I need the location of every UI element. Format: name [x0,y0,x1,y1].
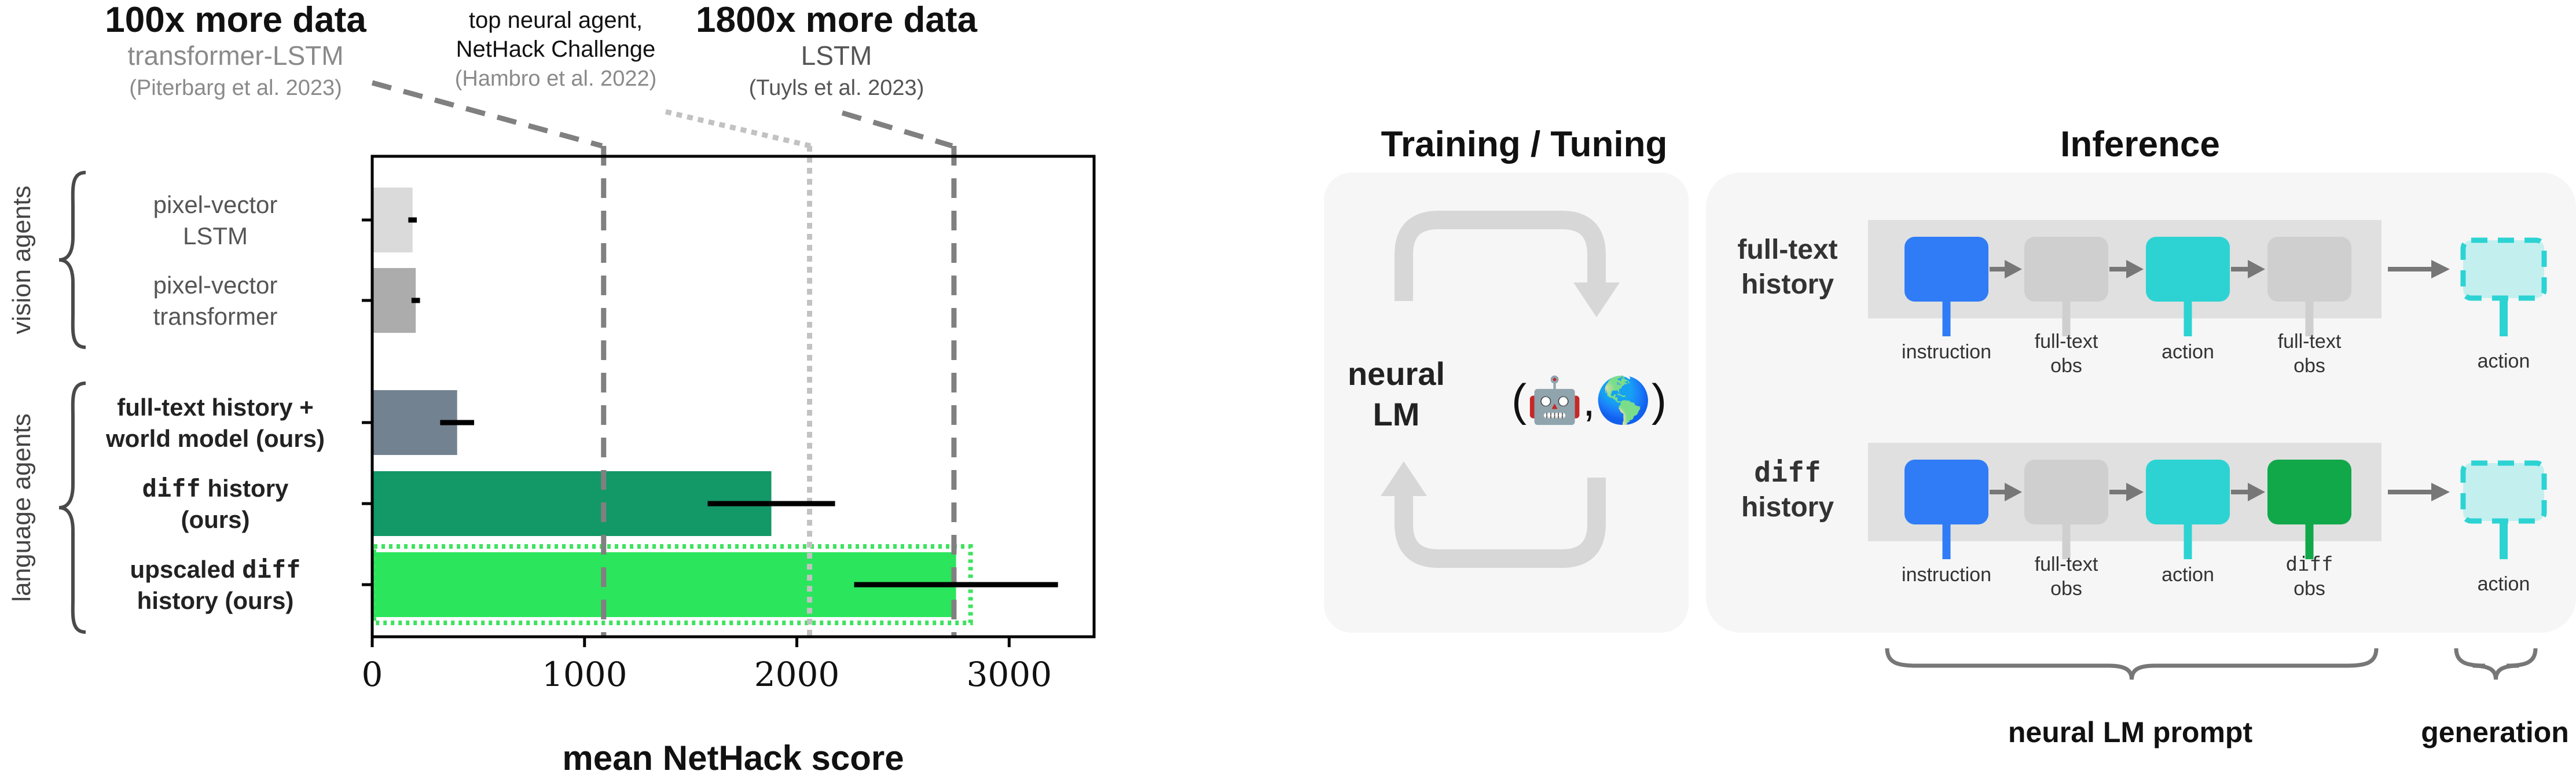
output-label-0: action [2478,350,2530,372]
output-arrowhead-0 [2431,260,2450,278]
step-stem-1-1 [2062,524,2071,559]
step-stem-0-1 [2062,302,2071,336]
output-stem-1 [2500,521,2508,559]
step-label-0-0: instruction [1902,341,1991,363]
bar-label-line2-4: history (ours) [137,587,294,614]
bar-label-line2-1: transformer [153,303,278,330]
brace-language-agents [58,381,86,634]
annotation-model-2: LSTM [801,41,872,71]
step-box-0-0 [1905,237,1988,302]
bar-label-line1-2: full-text history + [117,394,314,421]
step-label-line1-1-3: diff [2286,553,2333,576]
step-stem-1-3 [2305,524,2314,559]
step-arrowhead-1-1 [2126,483,2144,501]
connector-1 [665,109,812,149]
step-arrowhead-1-0 [2005,483,2022,501]
annotation-model2-1: NetHack Challenge [456,36,656,62]
x-tick-label-2: 2000 [754,655,840,694]
loop-arrowhead-bottom [1381,461,1427,496]
step-arrowhead-0-2 [2248,260,2265,278]
annotation-model-0: transformer-LSTM [127,41,343,71]
output-box-0 [2460,237,2547,301]
output-label-1: action [2478,573,2530,595]
prompt-brace-label: neural LM prompt [2008,716,2253,748]
step-box-0-1 [2024,237,2108,302]
inference-diagram: Training / Tuning Inference neural LM (🤖,🌎) f… [1324,124,2576,748]
annotation-model-1: top neural agent, [469,8,643,33]
annotation-citation-2: (Tuyls et al. 2023) [749,76,924,100]
step-label-line2-1-3: obs [2294,578,2325,600]
generation-brace-label: generation [2421,716,2569,748]
group-label-1: language agents [8,413,36,601]
step-arrowhead-1-2 [2248,483,2265,501]
step-label-line2-0-3: obs [2294,355,2325,377]
row-label-line2-0: history [1741,269,1834,300]
row-label-line1-0: full-text [1737,234,1837,265]
nethack-score-chart: 0 1000 2000 3000 mean NetHack score pixel-vec… [8,0,1096,777]
loop-arrow-top [1395,211,1606,301]
output-stem-0 [2500,298,2508,336]
group-label-0: vision agents [8,186,36,335]
neural-lm-line2: LM [1373,396,1420,432]
step-arrowhead-0-0 [2005,260,2022,278]
step-label-line1-0-3: full-text [2278,331,2342,353]
step-label-line1-1-1: full-text [2035,553,2098,575]
row-label-line2-1: history [1741,492,1834,523]
step-stem-1-0 [1942,524,1951,559]
step-arrowhead-0-1 [2126,260,2144,278]
brace-prompt [1885,648,2379,680]
step-box-1-0 [1905,460,1988,524]
step-label-line2-1-1: obs [2050,578,2082,600]
output-box-1 [2460,460,2547,524]
x-tick-label-3: 3000 [966,655,1052,694]
loop-arrowhead-top [1573,282,1620,317]
bar-label-line2-2: world model (ours) [105,425,325,452]
bar-3 [372,471,772,536]
training-title: Training / Tuning [1381,124,1668,164]
bar-label-line2-0: LSTM [183,222,248,249]
env-tuple: (🤖,🌎) [1511,375,1667,426]
step-label-line1-0-1: full-text [2035,331,2098,353]
step-box-1-3 [2267,460,2351,524]
connector-0 [371,80,603,149]
plot-frame [370,155,1096,638]
bar-0 [372,188,413,252]
connector-2 [841,110,953,149]
bar-label-line1-4: upscaled diff [130,555,301,584]
x-tick-label-0: 0 [362,655,383,694]
step-stem-0-0 [1942,302,1951,336]
annotation-heading-2: 1800x more data [696,0,977,40]
annotation-heading-0: 100x more data [105,0,366,40]
annotation-citation-1: (Hambro et al. 2022) [455,67,657,91]
bar-label-line1-3: diff history [142,474,289,502]
step-box-1-2 [2146,460,2230,524]
step-stem-0-2 [2184,302,2192,336]
bar-label-line2-3: (ours) [181,506,250,533]
step-stem-0-3 [2305,302,2314,336]
row-label-line1-1: diff [1754,456,1821,489]
bar-label-line1-0: pixel-vector [153,191,278,218]
brace-vision-agents [58,171,86,349]
x-axis-label: mean NetHack score [562,739,904,777]
annotation-citation-0: (Piterbarg et al. 2023) [129,76,342,100]
step-box-1-1 [2024,460,2108,524]
brace-generation [2454,648,2538,680]
step-label-line2-0-1: obs [2050,355,2082,377]
step-box-0-3 [2267,237,2351,302]
bar-1 [372,268,416,333]
neural-lm-line1: neural [1348,355,1445,392]
step-label-0-2: action [2162,341,2214,363]
bar-label-line1-1: pixel-vector [153,271,278,299]
loop-arrow-bottom [1395,478,1606,568]
x-tick-label-1: 1000 [542,655,628,694]
output-arrowhead-1 [2431,483,2450,501]
inference-title: Inference [2060,124,2220,164]
step-label-1-2: action [2162,564,2214,586]
step-label-1-0: instruction [1902,564,1991,586]
step-stem-1-2 [2184,524,2192,559]
step-box-0-2 [2146,237,2230,302]
